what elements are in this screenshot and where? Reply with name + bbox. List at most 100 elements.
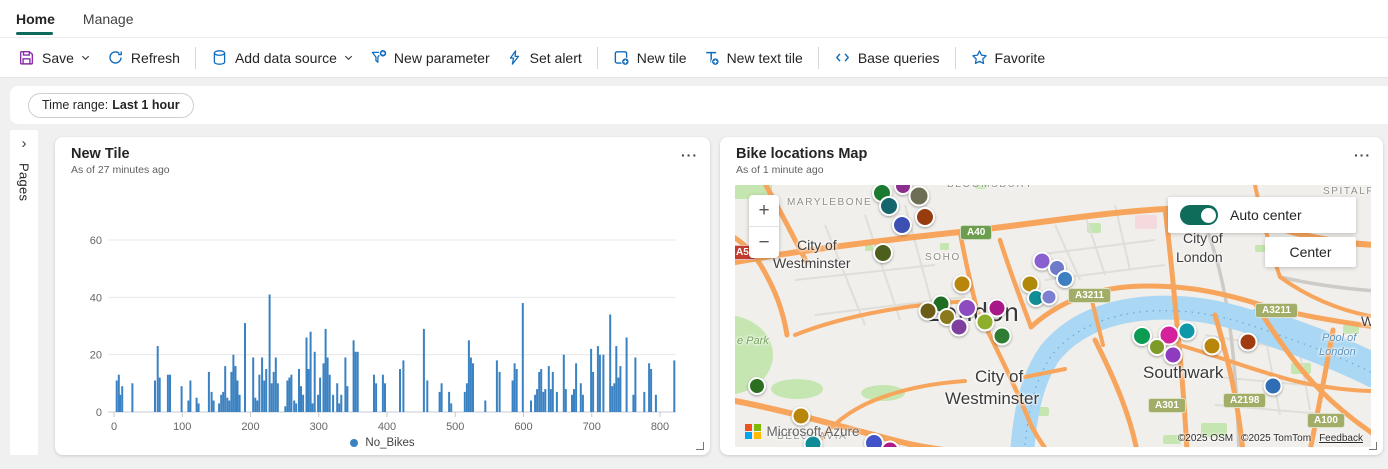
svg-text:500: 500 — [446, 421, 464, 433]
resize-handle[interactable] — [1369, 442, 1377, 450]
bike-location-marker[interactable] — [1132, 326, 1152, 346]
toolbar-base-queries-button[interactable]: Base queries — [826, 44, 948, 71]
bike-location-marker[interactable] — [915, 207, 935, 227]
bike-location-marker[interactable] — [952, 274, 972, 294]
toolbar-divider — [954, 46, 956, 69]
toolbar-button-label: Save — [42, 49, 74, 66]
zoom-out-button[interactable]: − — [749, 227, 779, 258]
center-button[interactable]: Center — [1265, 237, 1356, 267]
toolbar-add-data-source-button[interactable]: Add data source — [203, 44, 362, 71]
bar — [472, 363, 474, 412]
zoom-in-button[interactable]: + — [749, 195, 779, 226]
toolbar-save-button[interactable]: Save — [10, 44, 99, 71]
bar — [220, 394, 223, 412]
bar — [298, 369, 300, 412]
toolbar: Save Refresh Add data source New parameter S… — [0, 37, 1388, 78]
bike-location-marker[interactable] — [957, 298, 977, 318]
bar — [648, 363, 651, 412]
bar — [210, 391, 213, 412]
toolbar-new-text-tile-button[interactable]: New text tile — [695, 44, 811, 71]
svg-text:0: 0 — [96, 407, 102, 419]
bike-location-marker[interactable] — [1177, 321, 1197, 341]
bike-location-marker[interactable] — [879, 196, 899, 216]
bike-location-marker[interactable] — [949, 317, 969, 337]
time-range-pill[interactable]: Time range: Last 1 hour — [28, 92, 194, 118]
bar — [121, 386, 124, 412]
save-icon — [19, 50, 34, 65]
bar — [448, 391, 451, 412]
bar — [643, 391, 646, 412]
toolbar-refresh-button[interactable]: Refresh — [99, 44, 188, 71]
bar — [602, 354, 605, 412]
bar — [426, 380, 429, 412]
chevron-down-icon — [81, 55, 90, 61]
svg-text:60: 60 — [90, 235, 102, 247]
bike-location-marker[interactable] — [748, 377, 766, 395]
bike-location-marker[interactable] — [918, 301, 938, 321]
microsoft-logo-icon — [745, 423, 761, 439]
bike-location-marker[interactable] — [1056, 270, 1074, 288]
bike-location-marker[interactable] — [803, 434, 823, 447]
bike-location-marker[interactable] — [892, 215, 912, 235]
bike-location-marker[interactable] — [1202, 336, 1222, 356]
bar — [598, 354, 601, 412]
tab-home[interactable]: Home — [16, 0, 55, 37]
toolbar-divider — [817, 46, 819, 69]
pages-sidebar[interactable]: › Pages — [10, 130, 38, 455]
bar — [300, 386, 302, 412]
toolbar-button-label: Refresh — [130, 49, 180, 66]
bar — [232, 354, 235, 412]
bar — [632, 394, 635, 412]
bar — [236, 380, 239, 412]
bike-location-marker[interactable] — [1263, 376, 1283, 396]
tab-manage[interactable]: Manage — [82, 10, 134, 27]
bar — [625, 337, 628, 412]
bar — [590, 348, 593, 412]
bike-location-marker[interactable] — [1040, 288, 1058, 306]
bike-location-marker[interactable] — [908, 185, 930, 207]
toolbar-new-parameter-button[interactable]: New parameter — [362, 44, 498, 71]
bike-location-marker[interactable] — [791, 406, 811, 426]
bar — [212, 400, 215, 412]
bar — [354, 351, 357, 412]
map-canvas[interactable]: MARYLEBONEBLOOMSBURYSPITALFIELDSCity ofW… — [735, 185, 1371, 447]
more-icon[interactable]: ··· — [681, 147, 698, 163]
bar — [317, 394, 320, 412]
toolbar-set-alert-button[interactable]: Set alert — [498, 44, 590, 71]
auto-center-toggle[interactable] — [1180, 205, 1218, 225]
map-zoom-control: + − — [749, 195, 779, 258]
bike-location-marker[interactable] — [873, 243, 893, 263]
toolbar-new-tile-button[interactable]: New tile — [605, 44, 695, 71]
bike-location-marker[interactable] — [1163, 345, 1183, 365]
more-icon[interactable]: ··· — [1354, 147, 1371, 163]
bike-location-marker[interactable] — [975, 312, 995, 332]
bike-location-marker[interactable] — [1238, 332, 1258, 352]
bar — [399, 369, 401, 412]
svg-text:400: 400 — [378, 421, 396, 433]
svg-text:700: 700 — [583, 421, 601, 433]
bar — [564, 389, 567, 412]
bar — [117, 374, 120, 412]
bar — [272, 371, 275, 412]
alert-icon — [509, 50, 519, 65]
bar — [450, 403, 453, 412]
bar — [484, 400, 487, 412]
bike-location-marker[interactable] — [992, 326, 1012, 346]
bike-location-marker[interactable] — [987, 298, 1007, 318]
tile-header: New Tile As of 27 minutes ago ··· — [55, 137, 710, 176]
bar — [169, 374, 171, 412]
chevron-right-icon[interactable]: › — [21, 135, 27, 152]
bike-location-marker[interactable] — [864, 433, 884, 447]
bar — [573, 389, 575, 412]
bike-location-marker[interactable] — [1148, 338, 1166, 356]
bar — [373, 374, 375, 412]
chart-legend[interactable]: No_Bikes — [55, 437, 710, 449]
toolbar-favorite-button[interactable]: Favorite — [963, 44, 1054, 71]
bar — [261, 357, 264, 412]
resize-handle[interactable] — [696, 442, 704, 450]
bar — [544, 389, 547, 412]
bar — [422, 328, 425, 412]
filter-bar: Time range: Last 1 hour — [10, 86, 1388, 124]
bar — [634, 357, 637, 412]
feedback-link[interactable]: Feedback — [1319, 433, 1363, 444]
